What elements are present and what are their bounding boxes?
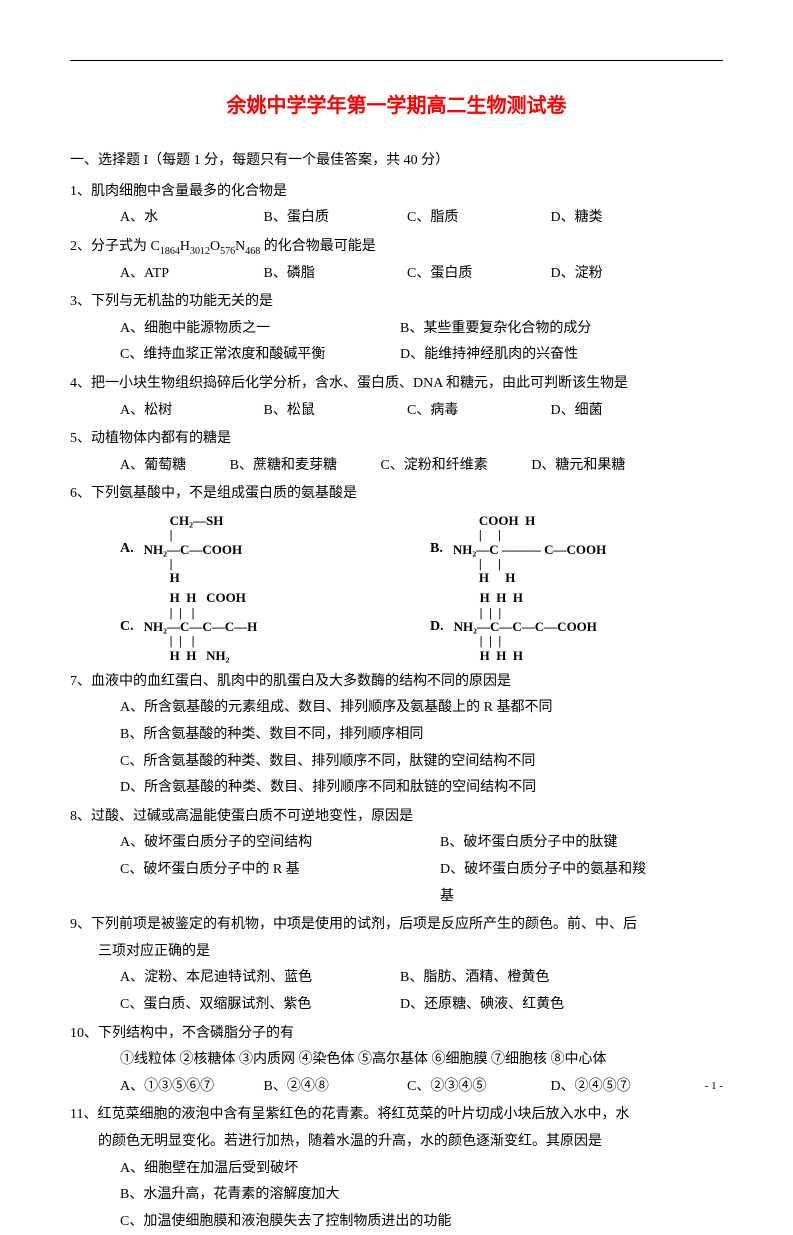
q8-stem: 8、过酸、过碱或高温能使蛋白质不可逆地变性，原因是 (70, 804, 723, 831)
q4-opt-b: B、松鼠 (264, 398, 404, 425)
q10-opt-d: D、②④⑤⑦ (551, 1074, 691, 1101)
q11-stem2: 的颜色无明显变化。若进行加热，随着水温的升高，水的颜色逐渐变红。其原因是 (70, 1129, 723, 1156)
q2-options: A、ATP B、磷脂 C、蛋白质 D、淀粉 (70, 261, 723, 288)
q9-options: A、淀粉、本尼迪特试剂、蓝色B、脂肪、酒精、橙黄色 C、蛋白质、双缩脲试剂、紫色… (70, 965, 723, 1018)
question-9: 9、下列前项是被鉴定的有机物，中项是使用的试剂，后项是反应所产生的颜色。前、中、… (70, 912, 723, 1018)
q6-label-d: D. (430, 614, 444, 641)
q4-stem: 4、把一小块生物组织捣碎后化学分析，含水、蛋白质、DNA 和糖元，由此可判断该生… (70, 371, 723, 398)
q6-row-cd: C. H H COOH | | | NH₂—C—C—C—H | | | H H … (70, 591, 723, 662)
q11-opt-a: A、细胞壁在加温后受到破坏 (120, 1156, 723, 1183)
q8-blank (120, 884, 440, 911)
q5-stem: 5、动植物体内都有的糖是 (70, 426, 723, 453)
q2-opt-c: C、蛋白质 (407, 261, 547, 288)
q1-opt-c: C、脂质 (407, 205, 547, 232)
q10-opt-a: A、①③⑤⑥⑦ (120, 1074, 260, 1101)
q10-opt-b: B、②④⑧ (264, 1074, 404, 1101)
q8-opt-a: A、破坏蛋白质分子的空间结构 (120, 830, 440, 857)
q8-options: A、破坏蛋白质分子的空间结构B、破坏蛋白质分子中的肽键 C、破坏蛋白质分子中的 … (70, 830, 723, 910)
q2-sub3: 576 (220, 246, 235, 257)
q6-stem: 6、下列氨基酸中，不是组成蛋白质的氨基酸是 (70, 481, 723, 508)
q11-stem: 11、红苋菜细胞的液泡中含有呈紫红色的花青素。将红苋菜的叶片切成小块后放入水中，… (70, 1102, 723, 1129)
q4-opt-c: C、病毒 (407, 398, 547, 425)
q1-opt-d: D、糖类 (551, 205, 691, 232)
section-1-head: 一、选择题 I（每题 1 分，每题只有一个最佳答案，共 40 分） (70, 148, 723, 175)
q11-options: A、细胞壁在加温后受到破坏 B、水温升高，花青素的溶解度加大 C、加温使细胞膜和… (70, 1156, 723, 1235)
q9-stem2: 三项对应正确的是 (70, 939, 723, 966)
q9-stem: 9、下列前项是被鉴定的有机物，中项是使用的试剂，后项是反应所产生的颜色。前、中、… (70, 912, 723, 939)
q6-chem-b: COOH H | | NH₂—C ——— C—COOH | | H H (453, 514, 606, 585)
q9-opt-a: A、淀粉、本尼迪特试剂、蓝色 (120, 965, 400, 992)
q2-opt-a: A、ATP (120, 261, 260, 288)
q2-m3: N (235, 239, 245, 254)
q2-opt-b: B、磷脂 (264, 261, 404, 288)
q2-opt-d: D、淀粉 (551, 261, 691, 288)
q2-m1: H (180, 239, 190, 254)
q6-chem-d: H H H | | | NH₂—C—C—C—COOH | | | H H H (454, 591, 597, 662)
q3-opt-a: A、细胞中能源物质之一 (120, 316, 400, 343)
question-7: 7、血液中的血红蛋白、肌肉中的肌蛋白及大多数酶的结构不同的原因是 A、所含氨基酸… (70, 669, 723, 802)
q6-label-b: B. (430, 536, 443, 563)
q5-opt-c: C、淀粉和纤维素 (380, 453, 487, 480)
q7-opt-c: C、所含氨基酸的种类、数目、排列顺序不同，肽键的空间结构不同 (120, 749, 723, 776)
q11-opt-b: B、水温升高，花青素的溶解度加大 (120, 1182, 723, 1209)
q3-opt-d: D、能维持神经肌肉的兴奋性 (400, 342, 578, 369)
q1-options: A、水 B、蛋白质 C、脂质 D、糖类 (70, 205, 723, 232)
q5-opt-a: A、葡萄糖 (120, 453, 186, 480)
q10-options: A、①③⑤⑥⑦ B、②④⑧ C、②③④⑤ D、②④⑤⑦ (70, 1074, 723, 1101)
question-4: 4、把一小块生物组织捣碎后化学分析，含水、蛋白质、DNA 和糖元，由此可判断该生… (70, 371, 723, 424)
q7-opt-a: A、所含氨基酸的元素组成、数目、排列顺序及氨基酸上的 R 基都不同 (120, 695, 723, 722)
q9-opt-d: D、还原糖、碘液、红黄色 (400, 992, 564, 1019)
q10-list: ①线粒体 ②核糖体 ③内质网 ④染色体 ⑤高尔基体 ⑥细胞膜 ⑦细胞核 ⑧中心体 (70, 1047, 723, 1074)
q10-stem: 10、下列结构中，不含磷脂分子的有 (70, 1021, 723, 1048)
q4-opt-a: A、松树 (120, 398, 260, 425)
q2-stem: 2、分子式为 C1864H3012O576N468 的化合物最可能是 (70, 234, 723, 261)
q8-opt-c: C、破坏蛋白质分子中的 R 基 (120, 857, 440, 884)
q9-opt-c: C、蛋白质、双缩脲试剂、紫色 (120, 992, 400, 1019)
q6-chem-a: CH₂—SH | NH₂—C—COOH | H (144, 514, 243, 585)
q6-label-c: C. (120, 614, 134, 641)
q2-sub4: 468 (245, 246, 260, 257)
question-5: 5、动植物体内都有的糖是 A、葡萄糖 B、蔗糖和麦芽糖 C、淀粉和纤维素 D、糖… (70, 426, 723, 479)
q5-opt-b: B、蔗糖和麦芽糖 (230, 453, 337, 480)
q6-row-ab: A. CH₂—SH | NH₂—C—COOH | H B. COOH H | |… (70, 514, 723, 585)
q1-opt-b: B、蛋白质 (264, 205, 404, 232)
q4-options: A、松树 B、松鼠 C、病毒 D、细菌 (70, 398, 723, 425)
q7-options: A、所含氨基酸的元素组成、数目、排列顺序及氨基酸上的 R 基都不同 B、所含氨基… (70, 695, 723, 801)
top-rule (70, 60, 723, 61)
q3-options: A、细胞中能源物质之一B、某些重要复杂化合物的成分 C、维持血浆正常浓度和酸碱平… (70, 316, 723, 369)
q6-chem-c: H H COOH | | | NH₂—C—C—C—H | | | H H NH₂ (144, 591, 258, 662)
q2-post: 的化合物最可能是 (260, 239, 376, 254)
question-3: 3、下列与无机盐的功能无关的是 A、细胞中能源物质之一B、某些重要复杂化合物的成… (70, 289, 723, 369)
q1-opt-a: A、水 (120, 205, 260, 232)
q11-opt-c: C、加温使细胞膜和液泡膜失去了控制物质进出的功能 (120, 1209, 723, 1235)
q3-opt-b: B、某些重要复杂化合物的成分 (400, 316, 591, 343)
q5-options: A、葡萄糖 B、蔗糖和麦芽糖 C、淀粉和纤维素 D、糖元和果糖 (70, 453, 723, 480)
question-2: 2、分子式为 C1864H3012O576N468 的化合物最可能是 A、ATP… (70, 234, 723, 287)
q2-sub1: 1864 (160, 246, 180, 257)
q7-stem: 7、血液中的血红蛋白、肌肉中的肌蛋白及大多数酶的结构不同的原因是 (70, 669, 723, 696)
q7-opt-b: B、所含氨基酸的种类、数目不同，排列顺序相同 (120, 722, 723, 749)
q8-opt-d2: 基 (440, 884, 454, 911)
question-1: 1、肌肉细胞中含量最多的化合物是 A、水 B、蛋白质 C、脂质 D、糖类 (70, 179, 723, 232)
q2-m2: O (210, 239, 220, 254)
question-6: 6、下列氨基酸中，不是组成蛋白质的氨基酸是 A. CH₂—SH | NH₂—C—… (70, 481, 723, 663)
q5-opt-d: D、糖元和果糖 (531, 453, 625, 480)
q8-opt-b: B、破坏蛋白质分子中的肽键 (440, 830, 617, 857)
q2-pre: 2、分子式为 C (70, 239, 160, 254)
page-number: - 1 - (705, 1080, 723, 1092)
exam-title: 余姚中学学年第一学期高二生物测试卷 (70, 89, 723, 118)
question-10: 10、下列结构中，不含磷脂分子的有 ①线粒体 ②核糖体 ③内质网 ④染色体 ⑤高… (70, 1021, 723, 1101)
question-8: 8、过酸、过碱或高温能使蛋白质不可逆地变性，原因是 A、破坏蛋白质分子的空间结构… (70, 804, 723, 910)
q9-opt-b: B、脂肪、酒精、橙黄色 (400, 965, 549, 992)
q3-opt-c: C、维持血浆正常浓度和酸碱平衡 (120, 342, 400, 369)
q4-opt-d: D、细菌 (551, 398, 691, 425)
question-11: 11、红苋菜细胞的液泡中含有呈紫红色的花青素。将红苋菜的叶片切成小块后放入水中，… (70, 1102, 723, 1235)
q6-label-a: A. (120, 536, 134, 563)
q8-opt-d: D、破坏蛋白质分子中的氨基和羧 (440, 857, 646, 884)
q10-opt-c: C、②③④⑤ (407, 1074, 547, 1101)
q3-stem: 3、下列与无机盐的功能无关的是 (70, 289, 723, 316)
q1-stem: 1、肌肉细胞中含量最多的化合物是 (70, 179, 723, 206)
q7-opt-d: D、所含氨基酸的种类、数目、排列顺序不同和肽链的空间结构不同 (120, 775, 723, 802)
q2-sub2: 3012 (190, 246, 210, 257)
